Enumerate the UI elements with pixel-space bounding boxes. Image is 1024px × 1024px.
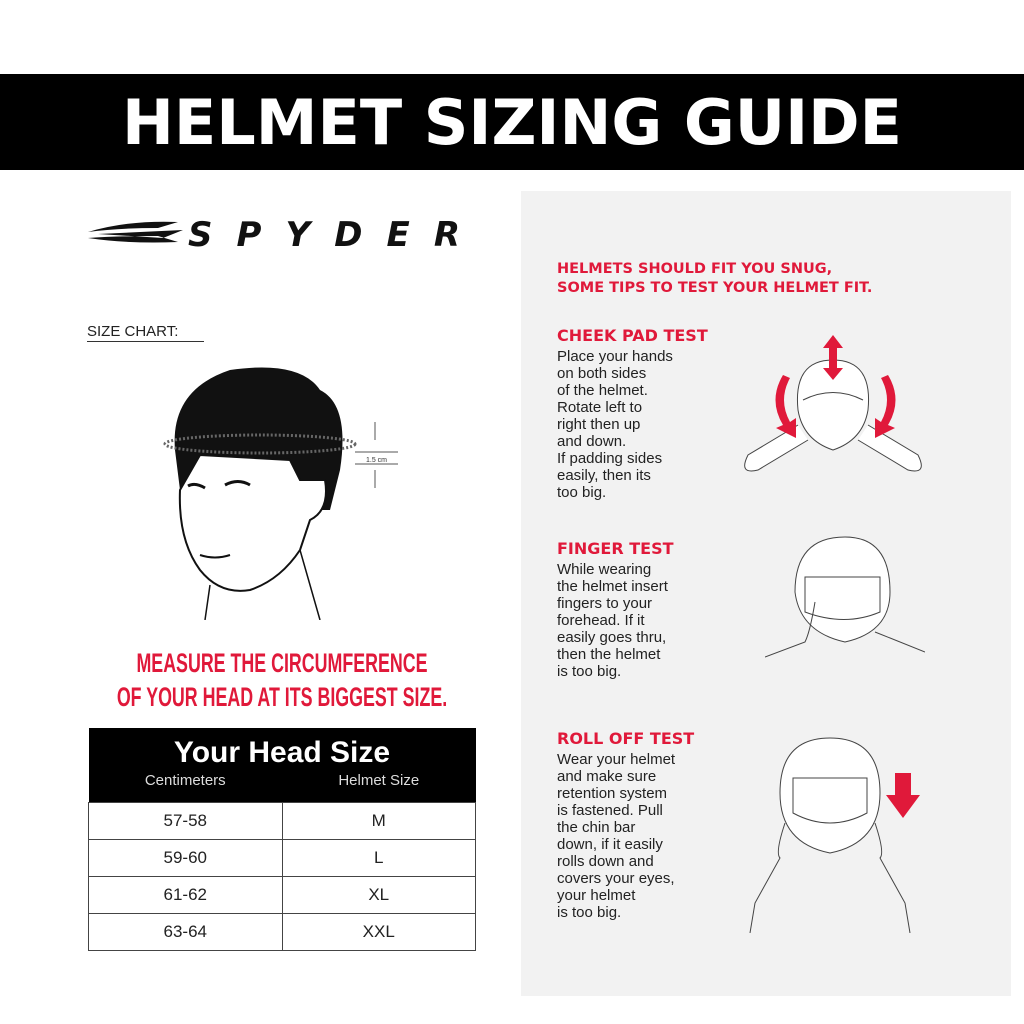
down-arrow-icon — [886, 773, 920, 818]
page-title: HELMET SIZING GUIDE — [122, 85, 902, 159]
cm-cell: 61-62 — [88, 875, 283, 914]
measure-instruction: MEASURE THE CIRCUMFERENCE OF YOUR HEAD A… — [84, 646, 480, 714]
cm-cell: 59-60 — [88, 838, 283, 877]
cheek-pad-test: CHEEK PAD TEST Place your hands on both … — [557, 326, 732, 501]
measure-line-1: MEASURE THE CIRCUMFERENCE — [136, 648, 428, 678]
spyder-logo: SPYDER — [88, 215, 466, 252]
tips-panel — [521, 191, 1011, 996]
cheek-pad-illustration — [744, 335, 922, 472]
table-row: 59-60 L — [88, 838, 476, 877]
table-row: 57-58 M — [88, 801, 476, 840]
size-cell: L — [281, 838, 476, 877]
intro-line-1: HELMETS SHOULD FIT YOU SNUG, — [557, 261, 833, 277]
test-title: CHEEK PAD TEST — [557, 326, 708, 345]
head-illustration: 1.5 cm — [163, 367, 398, 620]
roll-off-illustration — [749, 737, 920, 933]
intro-line-2: SOME TIPS TO TEST YOUR HELMET FIT. — [557, 280, 873, 296]
rotate-right-arrow-icon — [875, 375, 896, 438]
roll-off-test: ROLL OFF TEST Wear your helmet and make … — [557, 729, 732, 921]
table-title: Your Head Size — [88, 728, 476, 772]
column-header-cm: Centimeters — [88, 772, 282, 802]
tips-intro: HELMETS SHOULD FIT YOU SNUG, SOME TIPS T… — [557, 260, 872, 298]
measure-label: 1.5 cm — [366, 457, 387, 464]
finger-test: FINGER TEST While wearing the helmet ins… — [557, 539, 732, 680]
rotate-left-arrow-icon — [775, 375, 796, 438]
title-banner: HELMET SIZING GUIDE — [0, 74, 1024, 170]
brand-text: SPYDER — [188, 215, 466, 252]
test-text: While wearing the helmet insert fingers … — [557, 561, 668, 680]
table-row: 63-64 XXL — [88, 912, 476, 951]
size-cell: M — [281, 801, 476, 840]
up-down-arrow-icon — [823, 335, 843, 380]
measure-line-2: OF YOUR HEAD AT ITS BIGGEST SIZE. — [116, 682, 448, 712]
cm-cell: 57-58 — [88, 801, 283, 840]
test-text: Place your hands on both sides of the he… — [557, 348, 673, 501]
size-table: Your Head Size Centimeters Helmet Size 5… — [88, 728, 476, 951]
test-title: FINGER TEST — [557, 539, 674, 558]
cm-cell: 63-64 — [88, 912, 283, 951]
finger-test-illustration — [765, 536, 925, 658]
test-title: ROLL OFF TEST — [557, 729, 695, 748]
column-header-size: Helmet Size — [282, 772, 476, 802]
size-cell: XL — [281, 875, 476, 914]
size-chart-label: SIZE CHART: — [87, 323, 205, 342]
test-text: Wear your helmet and make sure retention… — [557, 751, 676, 921]
table-row: 61-62 XL — [88, 875, 476, 914]
size-cell: XXL — [281, 912, 476, 951]
